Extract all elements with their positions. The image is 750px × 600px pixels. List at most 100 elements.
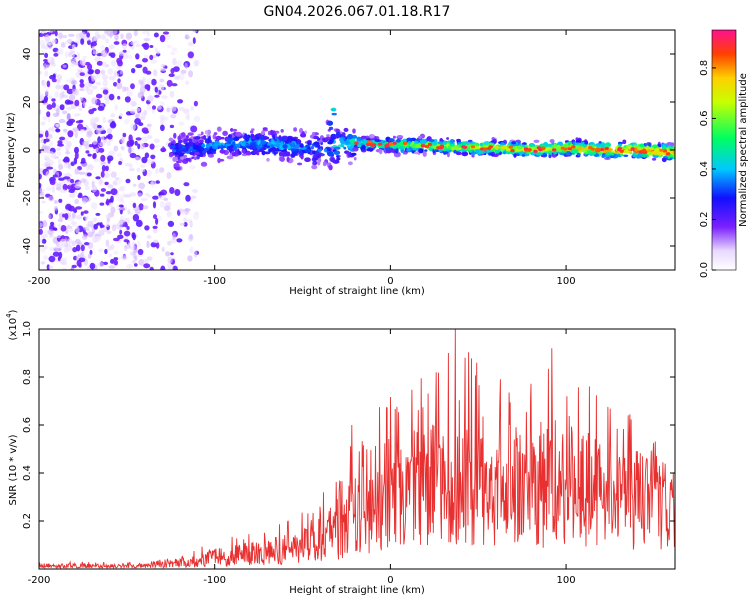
heatmap-cell [588, 146, 593, 150]
heatmap-cell [85, 150, 90, 154]
heatmap-cell [146, 240, 150, 248]
heatmap-cell [123, 239, 129, 243]
heatmap-cell [138, 203, 144, 211]
heatmap-cell [136, 167, 141, 172]
heatmap-cell [159, 119, 164, 125]
heatmap-cell [59, 238, 67, 246]
heatmap-cell [180, 69, 187, 74]
heatmap-cell [91, 75, 95, 82]
heatmap-cell [49, 246, 54, 252]
heatmap-cell [442, 140, 447, 146]
heatmap-cell [280, 141, 284, 146]
heatmap-cell [79, 58, 87, 66]
heatmap-cell [374, 139, 382, 143]
heatmap-cell [572, 149, 578, 154]
snr-y-multiplier: (x104) [5, 309, 19, 340]
heatmap-cell [55, 245, 62, 253]
heatmap-cell [44, 145, 51, 150]
heatmap-cell [437, 141, 444, 145]
heatmap-cell [61, 110, 68, 115]
heatmap-cell [146, 256, 153, 261]
heatmap-cell [43, 63, 47, 70]
heatmap-cell [97, 106, 105, 111]
heatmap-cell [144, 192, 150, 197]
heatmap-cell [299, 143, 304, 148]
heatmap-cell [59, 136, 66, 141]
heatmap-cell [152, 201, 157, 209]
heatmap-cell [100, 49, 108, 58]
heatmap-cell [65, 245, 73, 251]
colorbar-ticks: 0.0 0.2 0.4 0.6 0.8 [699, 60, 716, 278]
heatmap-cell [135, 53, 140, 60]
heatmap-cell [272, 134, 276, 140]
snr-plot-area [39, 329, 675, 569]
heatmap-cell [154, 86, 158, 93]
heatmap-cell [153, 138, 160, 144]
heatmap-cell [286, 157, 290, 162]
heatmap-cell [207, 153, 215, 158]
heatmap-cell [133, 30, 138, 37]
heatmap-cell [78, 119, 84, 123]
heatmap-cell [167, 240, 172, 246]
heatmap-cell [542, 152, 548, 158]
heatmap-cell [177, 135, 182, 141]
heatmap-cell [132, 202, 137, 208]
heatmap-cell [92, 139, 98, 145]
heatmap-cell [244, 136, 250, 142]
heatmap-cell [77, 193, 83, 199]
heatmap-cell [166, 79, 173, 87]
heatmap-cell [79, 144, 83, 148]
heatmap-cell [79, 79, 84, 84]
colorbar: 0.0 0.2 0.4 0.6 0.8 Normalized spectral ampl… [699, 29, 749, 278]
heatmap-cell [57, 140, 63, 145]
heatmap-cell [161, 246, 165, 252]
heatmap-cell [475, 146, 480, 150]
heatmap-cell [75, 71, 80, 78]
heatmap-cell [71, 224, 78, 228]
heatmap-cell [39, 173, 42, 180]
heatmap-cell [107, 119, 113, 123]
heatmap-cell [84, 36, 92, 41]
heatmap-cell [75, 226, 80, 234]
heatmap-cell [242, 140, 247, 145]
heatmap-cell [151, 78, 157, 86]
heatmap-cell [516, 145, 523, 150]
heatmap-cell [654, 148, 660, 151]
heatmap-cell [346, 151, 351, 156]
heatmap-cell [147, 95, 154, 102]
heatmap-cell [183, 138, 190, 142]
heatmap-cell [83, 55, 87, 59]
heatmap-cell [87, 39, 91, 46]
heatmap-cell [101, 165, 106, 172]
heatmap-cell [71, 88, 77, 95]
heatmap-cell [52, 47, 59, 53]
heatmap-cell [61, 94, 69, 99]
heatmap-cell [113, 72, 119, 78]
heatmap-cell [104, 248, 108, 255]
heatmap-cell [91, 185, 98, 193]
x-tick-label: 100 [557, 575, 576, 586]
heatmap-cell [234, 149, 239, 154]
heatmap-cell [56, 108, 60, 116]
heatmap-cell [41, 238, 47, 244]
heatmap-cell [197, 133, 202, 137]
x-tick-label: 100 [557, 276, 576, 287]
heatmap-cell [641, 149, 647, 153]
heatmap-cell [124, 194, 132, 198]
heatmap-cell [396, 139, 401, 143]
heatmap-cell [312, 150, 317, 155]
heatmap-cell [273, 151, 277, 156]
x-tick-label: 0 [387, 575, 393, 586]
heatmap-cell [167, 220, 175, 227]
heatmap-cell [173, 149, 176, 153]
y-tick-label: 0.2 [22, 513, 33, 529]
heatmap-cell [366, 142, 371, 146]
heatmap-cell [106, 127, 113, 134]
heatmap-cell [179, 222, 186, 226]
heatmap-cell [44, 138, 50, 143]
heatmap-cell [87, 220, 94, 228]
heatmap-cell [97, 136, 101, 144]
heatmap-cell [130, 100, 137, 107]
heatmap-cell [174, 189, 181, 196]
